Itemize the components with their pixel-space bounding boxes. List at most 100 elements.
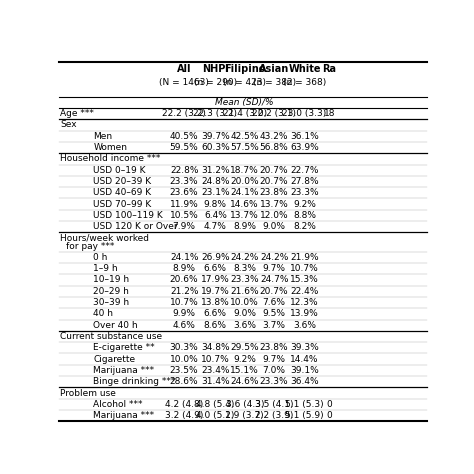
Text: 3.6%: 3.6%: [233, 321, 256, 330]
Text: 9.9%: 9.9%: [173, 310, 196, 319]
Text: Marijuana ***: Marijuana ***: [93, 366, 155, 375]
Text: 39.7%: 39.7%: [201, 132, 230, 141]
Text: 23.3%: 23.3%: [260, 377, 289, 386]
Text: 9.2%: 9.2%: [233, 355, 256, 364]
Text: (n = 368): (n = 368): [283, 78, 326, 87]
Text: Alcohol ***: Alcohol ***: [93, 400, 143, 409]
Text: 21.2%: 21.2%: [170, 287, 199, 296]
Text: 60.3%: 60.3%: [201, 143, 230, 152]
Text: 10.5%: 10.5%: [170, 211, 199, 220]
Text: USD 70–99 K: USD 70–99 K: [93, 200, 152, 209]
Text: 20–29 h: 20–29 h: [93, 287, 129, 296]
Text: USD 100–119 K: USD 100–119 K: [93, 211, 163, 220]
Text: 13.8%: 13.8%: [201, 298, 230, 307]
Text: E-cigarette **: E-cigarette **: [93, 343, 155, 352]
Text: 43.2%: 43.2%: [260, 132, 288, 141]
Text: (n = 423): (n = 423): [223, 78, 266, 87]
Text: 14.6%: 14.6%: [230, 200, 259, 209]
Text: 3.2 (4.9): 3.2 (4.9): [165, 411, 203, 420]
Text: 24.8%: 24.8%: [201, 177, 229, 186]
Text: 26.9%: 26.9%: [201, 253, 230, 262]
Text: 9.2%: 9.2%: [293, 200, 316, 209]
Text: Hours/week worked: Hours/week worked: [60, 234, 149, 243]
Text: 24.1%: 24.1%: [230, 188, 259, 197]
Text: Sex: Sex: [60, 120, 77, 129]
Text: 31.4%: 31.4%: [201, 377, 230, 386]
Text: 8.9%: 8.9%: [173, 264, 196, 273]
Text: All: All: [177, 64, 191, 74]
Text: 4.8 (5.4): 4.8 (5.4): [196, 400, 235, 409]
Text: 5.1 (5.9): 5.1 (5.9): [285, 411, 324, 420]
Text: 3.6 (4.3): 3.6 (4.3): [226, 400, 264, 409]
Text: 24.6%: 24.6%: [230, 377, 259, 386]
Text: 1.9 (3.7): 1.9 (3.7): [226, 411, 264, 420]
Text: 9.7%: 9.7%: [263, 355, 286, 364]
Text: 36.4%: 36.4%: [290, 377, 319, 386]
Text: 1–9 h: 1–9 h: [93, 264, 118, 273]
Text: 24.1%: 24.1%: [170, 253, 199, 262]
Text: NHPI: NHPI: [202, 64, 229, 74]
Text: 8.6%: 8.6%: [204, 321, 227, 330]
Text: 18.7%: 18.7%: [230, 166, 259, 175]
Text: 23.8%: 23.8%: [260, 188, 289, 197]
Text: Mean (SD)/%: Mean (SD)/%: [215, 98, 273, 107]
Text: 20.7%: 20.7%: [260, 166, 289, 175]
Text: 2.2 (3.9): 2.2 (3.9): [255, 411, 293, 420]
Text: White: White: [288, 64, 321, 74]
Text: 4.6%: 4.6%: [173, 321, 196, 330]
Text: 21.9%: 21.9%: [290, 253, 319, 262]
Text: 29.5%: 29.5%: [230, 343, 259, 352]
Text: 22.4%: 22.4%: [290, 287, 319, 296]
Text: USD 120 K or Over: USD 120 K or Over: [93, 222, 178, 231]
Text: 39.1%: 39.1%: [290, 366, 319, 375]
Text: 63.9%: 63.9%: [290, 143, 319, 152]
Text: 13.7%: 13.7%: [230, 211, 259, 220]
Text: 23.3%: 23.3%: [290, 188, 319, 197]
Text: 19.7%: 19.7%: [201, 287, 230, 296]
Text: Filipino: Filipino: [224, 64, 265, 74]
Text: 10.0%: 10.0%: [230, 298, 259, 307]
Text: 7.9%: 7.9%: [173, 222, 196, 231]
Text: 14.4%: 14.4%: [290, 355, 319, 364]
Text: 22.2 (3.2): 22.2 (3.2): [162, 109, 206, 118]
Text: Binge drinking ***: Binge drinking ***: [93, 377, 176, 386]
Text: Age ***: Age ***: [60, 109, 94, 118]
Text: 23.4%: 23.4%: [201, 366, 229, 375]
Text: 24.2%: 24.2%: [260, 253, 288, 262]
Text: 39.3%: 39.3%: [290, 343, 319, 352]
Text: (n = 290): (n = 290): [194, 78, 237, 87]
Text: 23.1%: 23.1%: [201, 188, 230, 197]
Text: 12.0%: 12.0%: [260, 211, 289, 220]
Text: 20.6%: 20.6%: [170, 275, 199, 284]
Text: 10.0%: 10.0%: [170, 355, 199, 364]
Text: 20.7%: 20.7%: [260, 287, 289, 296]
Text: 23.3%: 23.3%: [170, 177, 199, 186]
Text: 57.5%: 57.5%: [230, 143, 259, 152]
Text: Asian: Asian: [259, 64, 289, 74]
Text: 9.0%: 9.0%: [263, 222, 286, 231]
Text: 23.3%: 23.3%: [230, 275, 259, 284]
Text: 30–39 h: 30–39 h: [93, 298, 129, 307]
Text: 12.3%: 12.3%: [290, 298, 319, 307]
Text: 22.2 (3.1): 22.2 (3.1): [252, 109, 296, 118]
Text: 10–19 h: 10–19 h: [93, 275, 129, 284]
Text: 42.5%: 42.5%: [230, 132, 259, 141]
Text: 10.7%: 10.7%: [201, 355, 230, 364]
Text: Ra: Ra: [322, 64, 336, 74]
Text: 22.3 (3.2): 22.3 (3.2): [193, 109, 237, 118]
Text: 3.6%: 3.6%: [293, 321, 316, 330]
Text: Household income ***: Household income ***: [60, 155, 161, 164]
Text: 22.8%: 22.8%: [170, 166, 199, 175]
Text: (N = 1463): (N = 1463): [159, 78, 209, 87]
Text: Current substance use: Current substance use: [60, 332, 163, 341]
Text: 13.7%: 13.7%: [260, 200, 289, 209]
Text: USD 40–69 K: USD 40–69 K: [93, 188, 152, 197]
Text: 4.7%: 4.7%: [204, 222, 227, 231]
Text: 36.1%: 36.1%: [290, 132, 319, 141]
Text: 3.7%: 3.7%: [263, 321, 286, 330]
Text: 27.8%: 27.8%: [290, 177, 319, 186]
Text: 21.6%: 21.6%: [230, 287, 259, 296]
Text: 6.4%: 6.4%: [204, 211, 227, 220]
Text: 10.7%: 10.7%: [170, 298, 199, 307]
Text: 28.6%: 28.6%: [170, 377, 199, 386]
